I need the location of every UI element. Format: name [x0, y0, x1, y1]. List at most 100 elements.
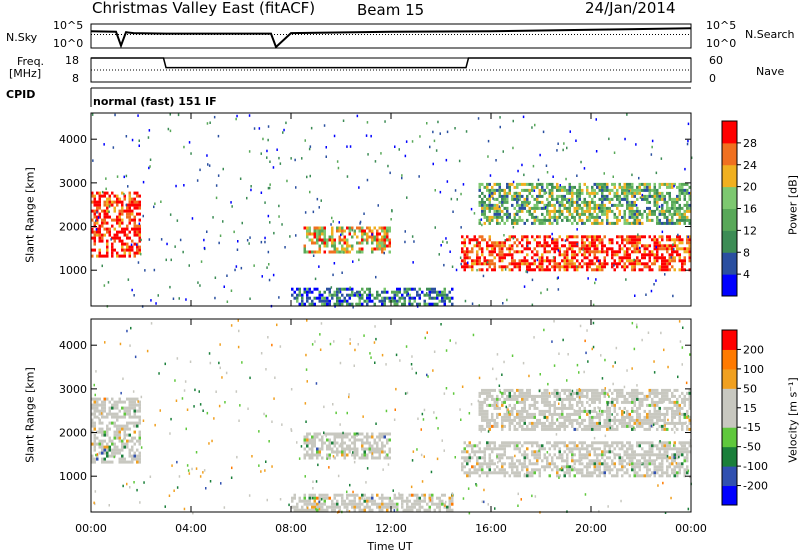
power-echo-cell — [588, 209, 591, 213]
velocity-echo-cell — [116, 412, 119, 416]
velocity-echo-cell — [586, 474, 589, 478]
velocity-echo-cell — [406, 496, 409, 500]
power-echo-cell — [621, 256, 624, 260]
power-echo-cell — [626, 197, 629, 201]
velocity-echo-cell — [591, 462, 594, 466]
power-echo-cell — [593, 188, 596, 192]
velocity-echo-cell — [591, 447, 594, 451]
velocity-echo-cell — [591, 391, 594, 395]
velocity-echo-cell — [508, 415, 511, 419]
velocity-echo-cell — [641, 391, 644, 395]
power-echo-cell — [466, 253, 469, 257]
velocity-echo-cell — [98, 397, 101, 401]
power-echo-cell — [688, 209, 691, 213]
velocity-echo-cell — [556, 456, 559, 460]
power-echo-cell — [543, 221, 546, 225]
velocity-echo-cell — [108, 448, 111, 452]
velocity-speckle — [505, 405, 507, 409]
velocity-echo-cell — [543, 400, 546, 404]
velocity-echo-cell — [633, 397, 636, 401]
power-echo-cell — [103, 212, 106, 216]
velocity-echo-cell — [506, 471, 509, 475]
power-echo-cell — [528, 182, 531, 186]
velocity-echo-cell — [136, 448, 139, 452]
velocity-echo-cell — [333, 505, 336, 509]
velocity-echo-cell — [131, 439, 134, 443]
velocity-echo-cell — [473, 471, 476, 475]
power-speckle — [240, 266, 243, 270]
power-echo-cell — [526, 238, 529, 242]
power-echo-cell — [411, 287, 414, 291]
power-echo-cell — [481, 247, 484, 251]
velocity-echo-cell — [538, 444, 541, 448]
power-echo-cell — [528, 212, 531, 216]
velocity-speckle — [584, 493, 587, 496]
power-speckle — [595, 118, 597, 121]
power-echo-cell — [571, 191, 574, 195]
velocity-echo-cell — [521, 397, 524, 401]
velocity-speckle — [631, 367, 633, 370]
power-echo-cell — [368, 296, 371, 300]
velocity-speckle — [632, 452, 634, 456]
power-speckle — [563, 142, 565, 145]
power-echo-cell — [681, 188, 684, 192]
power-echo-cell — [393, 293, 396, 297]
power-echo-cell — [428, 287, 431, 291]
velocity-echo-cell — [138, 436, 141, 440]
velocity-echo-cell — [508, 418, 511, 422]
power-echo-cell — [633, 209, 636, 213]
power-echo-cell — [468, 241, 471, 245]
power-echo-cell — [493, 191, 496, 195]
power-speckle — [661, 230, 664, 234]
power-echo-cell — [571, 250, 574, 254]
velocity-echo-cell — [608, 406, 611, 410]
power-echo-cell — [496, 241, 499, 245]
power-echo-cell — [386, 232, 389, 236]
velocity-echo-cell — [346, 447, 349, 451]
power-echo-cell — [571, 247, 574, 251]
power-echo-cell — [398, 287, 401, 291]
power-echo-cell — [498, 221, 501, 225]
power-echo-cell — [661, 244, 664, 248]
velocity-echo-cell — [308, 438, 311, 442]
power-echo-cell — [573, 191, 576, 195]
velocity-echo-cell — [621, 409, 624, 413]
power-echo-cell — [508, 250, 511, 254]
velocity-echo-cell — [656, 447, 659, 451]
power-echo-cell — [596, 256, 599, 260]
velocity-echo-cell — [373, 441, 376, 445]
power-echo-cell — [576, 197, 579, 201]
velocity-echo-cell — [678, 403, 681, 407]
velocity-echo-cell — [646, 412, 649, 416]
velocity-echo-cell — [108, 412, 111, 416]
power-echo-cell — [413, 296, 416, 300]
power-echo-cell — [673, 238, 676, 242]
velocity-echo-cell — [523, 415, 526, 419]
power-speckle — [637, 233, 639, 236]
velocity-echo-cell — [673, 447, 676, 451]
power-echo-cell — [126, 245, 129, 249]
power-echo-cell — [361, 247, 364, 251]
power-echo-cell — [451, 302, 454, 306]
velocity-echo-cell — [111, 403, 114, 407]
power-echo-cell — [553, 238, 556, 242]
power-echo-cell — [658, 182, 661, 186]
power-echo-cell — [676, 221, 679, 225]
velocity-echo-cell — [541, 400, 544, 404]
power-speckle — [383, 251, 385, 255]
velocity-echo-cell — [376, 447, 379, 451]
velocity-echo-cell — [646, 450, 649, 454]
velocity-echo-cell — [551, 391, 554, 395]
power-echo-cell — [323, 232, 326, 236]
power-speckle — [268, 278, 271, 282]
velocity-echo-cell — [546, 427, 549, 431]
velocity-echo-cell — [448, 508, 451, 512]
power-echo-cell — [601, 268, 604, 272]
power-echo-cell — [301, 299, 304, 303]
velocity-echo-cell — [476, 468, 479, 472]
velocity-echo-cell — [568, 400, 571, 404]
power-echo-cell — [656, 238, 659, 242]
velocity-echo-cell — [656, 444, 659, 448]
velocity-speckle — [410, 363, 413, 366]
velocity-echo-cell — [668, 400, 671, 404]
